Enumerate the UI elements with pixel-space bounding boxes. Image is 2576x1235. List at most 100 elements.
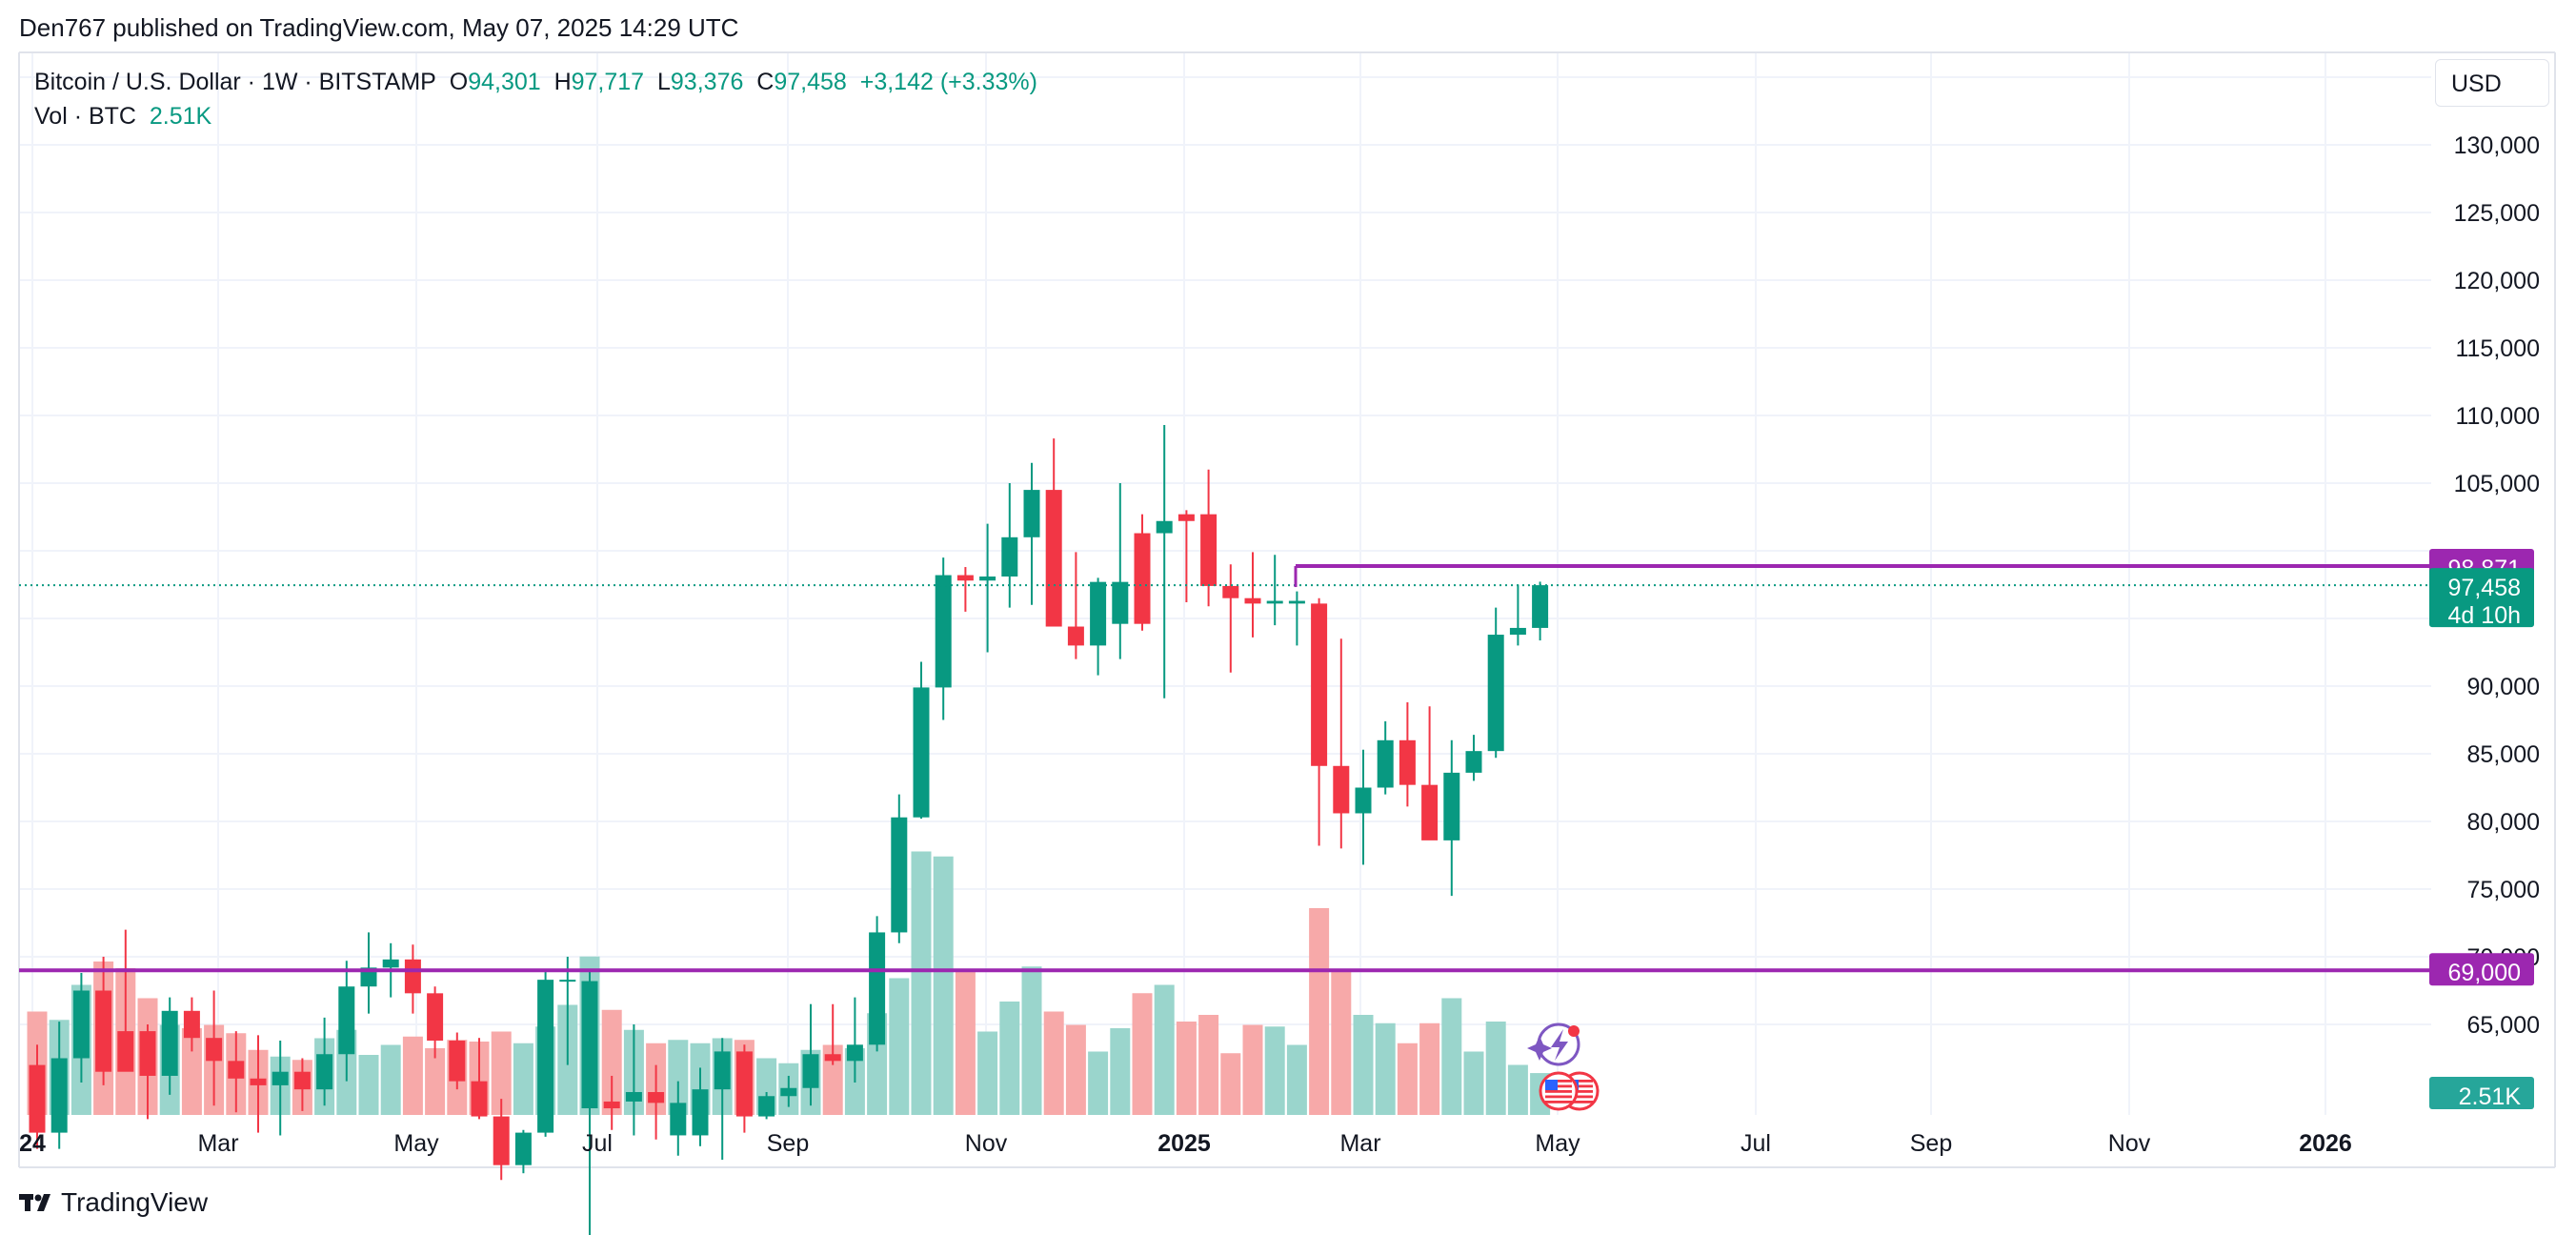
candle-body xyxy=(1023,490,1040,537)
candle-body xyxy=(581,981,598,1109)
volume-badge-bg xyxy=(2429,1077,2534,1109)
candle-body xyxy=(117,1031,134,1072)
candle-body xyxy=(382,959,399,968)
candle-body xyxy=(449,1041,466,1082)
price-candles xyxy=(29,424,1549,1235)
candle-body xyxy=(1067,626,1084,646)
sparkle-icon xyxy=(1527,1036,1552,1061)
flag-stripe xyxy=(1545,1101,1572,1103)
time-tick-label: 2025 xyxy=(1157,1130,1211,1157)
close-value: 97,458 xyxy=(774,69,847,95)
candle-body xyxy=(29,1064,46,1133)
support-badge-text: 69,000 xyxy=(2448,960,2521,986)
flag-stripe xyxy=(1566,1080,1593,1083)
candle-body xyxy=(559,980,576,982)
candle-body xyxy=(1001,537,1018,577)
candle-body xyxy=(735,1051,753,1117)
volume-bar xyxy=(1331,969,1352,1115)
current-price-badge-bg xyxy=(2429,568,2534,628)
volume-bar xyxy=(1220,1053,1241,1115)
event-icons[interactable] xyxy=(1527,1022,1600,1111)
candle-body xyxy=(1465,751,1482,773)
volume-bar xyxy=(358,1055,379,1115)
close-label: C xyxy=(756,69,775,95)
ohlc-row: Bitcoin / U.S. Dollar · 1W · BITSTAMP O 9… xyxy=(34,65,1037,99)
currency-button[interactable]: USD xyxy=(2435,59,2549,107)
flag-stripe xyxy=(1566,1095,1593,1099)
volume-bar xyxy=(1485,1022,1506,1115)
volume-bar xyxy=(1110,1028,1131,1115)
volume-bar xyxy=(1441,998,1462,1115)
flag-stripe xyxy=(1545,1090,1572,1093)
price-tick-label: 105,000 xyxy=(2454,471,2540,497)
price-axis[interactable]: 130,000 125,000 120,000 115,000 110,000 105,0… xyxy=(2454,132,2540,1039)
volume-badge-text: 2.51K xyxy=(2459,1083,2522,1110)
candle-body xyxy=(1045,490,1062,627)
candle-body xyxy=(1288,600,1305,604)
volume-bar xyxy=(513,1043,533,1115)
volume-bar xyxy=(1397,1043,1418,1115)
volume-bar xyxy=(1507,1064,1528,1115)
candle-body xyxy=(272,1071,289,1085)
candle-body xyxy=(625,1092,642,1102)
volume-bar xyxy=(889,978,910,1115)
candle-body xyxy=(1399,739,1416,785)
volume-bar xyxy=(1043,1011,1064,1115)
low-value: 93,376 xyxy=(670,69,744,95)
price-tick-label: 115,000 xyxy=(2455,335,2540,362)
price-tick-label: 120,000 xyxy=(2454,268,2540,294)
volume-bar xyxy=(425,1048,446,1115)
chart-grid xyxy=(18,51,2556,1168)
high-label: H xyxy=(553,69,572,95)
volume-bar xyxy=(181,1028,202,1115)
candle-body xyxy=(404,959,421,994)
candle-body xyxy=(183,1010,200,1039)
price-tick-label: 65,000 xyxy=(2467,1012,2540,1039)
time-tick-label: May xyxy=(1535,1130,1580,1157)
notification-dot xyxy=(1568,1025,1580,1037)
candle-body xyxy=(913,687,930,818)
symbol-name[interactable]: Bitcoin / U.S. Dollar · 1W · BITSTAMP xyxy=(34,69,436,95)
flag-stripe xyxy=(1566,1090,1593,1093)
candle-body xyxy=(228,1061,245,1079)
symbol-legend: Bitcoin / U.S. Dollar · 1W · BITSTAMP O 9… xyxy=(34,65,1037,133)
candle-body xyxy=(72,990,90,1059)
volume-bar xyxy=(933,856,954,1115)
volume-bar xyxy=(1353,1015,1374,1115)
open-label: O xyxy=(449,69,469,95)
candle-body xyxy=(139,1031,156,1076)
candle-body xyxy=(1311,603,1328,766)
time-tick-label: Mar xyxy=(197,1130,238,1157)
time-tick-label: 24 xyxy=(19,1130,46,1157)
volume-bar xyxy=(1419,1022,1440,1115)
volume-label: Vol · BTC xyxy=(34,103,136,130)
volume-bar xyxy=(1309,908,1330,1115)
candle-body xyxy=(1090,581,1107,646)
candle-body xyxy=(1355,787,1372,814)
lightning-bolt xyxy=(1551,1029,1568,1061)
volume-bar xyxy=(1198,1015,1219,1115)
flag-stripe xyxy=(1566,1084,1593,1088)
current-price-badge-text: 4d 10h xyxy=(2448,602,2521,629)
candle-body xyxy=(891,817,908,933)
tradingview-logo[interactable]: TradingView xyxy=(19,1187,208,1218)
volume-bar xyxy=(1154,984,1175,1115)
candle-body xyxy=(935,575,952,688)
time-axis[interactable]: 24 Mar May Jul Sep Nov 2025 Mar May Jul Sep Nov 2026 xyxy=(19,1130,2352,1157)
candle-body xyxy=(514,1132,532,1165)
support-badge-bg xyxy=(2429,953,2534,986)
volume-bar xyxy=(1242,1024,1263,1115)
candle-body xyxy=(956,575,974,581)
candle-body xyxy=(824,1054,841,1062)
candle-body xyxy=(1134,533,1151,624)
flag-stripe xyxy=(1566,1101,1593,1103)
price-tick-label: 85,000 xyxy=(2467,741,2540,768)
volume-bar xyxy=(955,971,976,1115)
current-price-badge-text: 97,458 xyxy=(2448,575,2521,601)
time-tick-label: Jul xyxy=(1741,1130,1771,1157)
time-tick-label: Nov xyxy=(2108,1130,2151,1157)
candle-body xyxy=(360,967,377,987)
candle-body xyxy=(714,1051,731,1090)
candle-body xyxy=(1509,627,1526,636)
candle-body xyxy=(802,1054,819,1088)
